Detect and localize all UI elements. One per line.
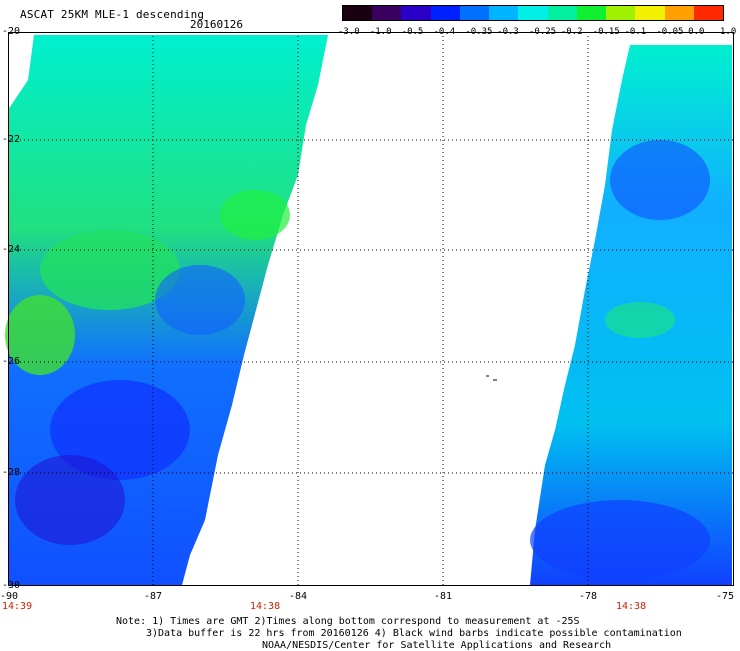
footer-note-line1: Note: 1) Times are GMT 2)Times along bot… <box>116 616 580 627</box>
lat-label: -30 <box>2 580 21 591</box>
lat-label: -22 <box>2 134 21 145</box>
footer-note-line2: 3)Data buffer is 22 hrs from 20160126 4)… <box>146 628 682 639</box>
west-blue-patch <box>50 380 190 480</box>
colorbar-swatch <box>401 6 431 20</box>
lat-label: -26 <box>2 356 21 367</box>
colorbar-swatch <box>693 6 724 20</box>
colorbar-swatch <box>664 6 694 20</box>
map-date: 20160126 <box>190 18 243 31</box>
west-green-patch <box>5 295 75 375</box>
colorbar-swatch <box>547 6 577 20</box>
colorbar-swatch <box>518 6 548 20</box>
colorbar-swatch <box>576 6 607 20</box>
colorbar <box>342 5 724 21</box>
wind-barb-marks <box>486 375 497 381</box>
east-green-patch <box>605 302 675 338</box>
lon-label: -87 <box>144 591 163 602</box>
lon-label: -75 <box>716 591 735 602</box>
colorbar-swatch <box>343 6 373 20</box>
colorbar-swatch <box>459 6 490 20</box>
lat-label: -24 <box>2 244 21 255</box>
map-title: ASCAT 25KM MLE-1 descending <box>20 8 205 21</box>
colorbar-swatch <box>635 6 665 20</box>
footer-credit: NOAA/NESDIS/Center for Satellite Applica… <box>262 640 612 651</box>
time-label: 14:38 <box>250 601 281 612</box>
lat-label: -20 <box>2 26 21 37</box>
west-green-patch <box>220 190 290 240</box>
east-blue-patch <box>610 140 710 220</box>
lon-label: -90 <box>0 591 19 602</box>
lat-label: -28 <box>2 467 21 478</box>
lon-label: -81 <box>434 591 453 602</box>
east-blue-patch <box>530 500 710 580</box>
colorbar-swatch <box>372 6 402 20</box>
time-label: 14:39 <box>2 601 33 612</box>
west-blue-patch <box>15 455 125 545</box>
map-frame <box>8 32 734 586</box>
colorbar-swatch <box>430 6 460 20</box>
west-blue-patch <box>155 265 245 335</box>
lon-label: -84 <box>289 591 308 602</box>
time-label: 14:38 <box>616 601 647 612</box>
colorbar-swatch <box>489 6 519 20</box>
lat-lon-grid <box>8 32 734 586</box>
lon-label: -78 <box>579 591 598 602</box>
colorbar-swatch <box>606 6 636 20</box>
